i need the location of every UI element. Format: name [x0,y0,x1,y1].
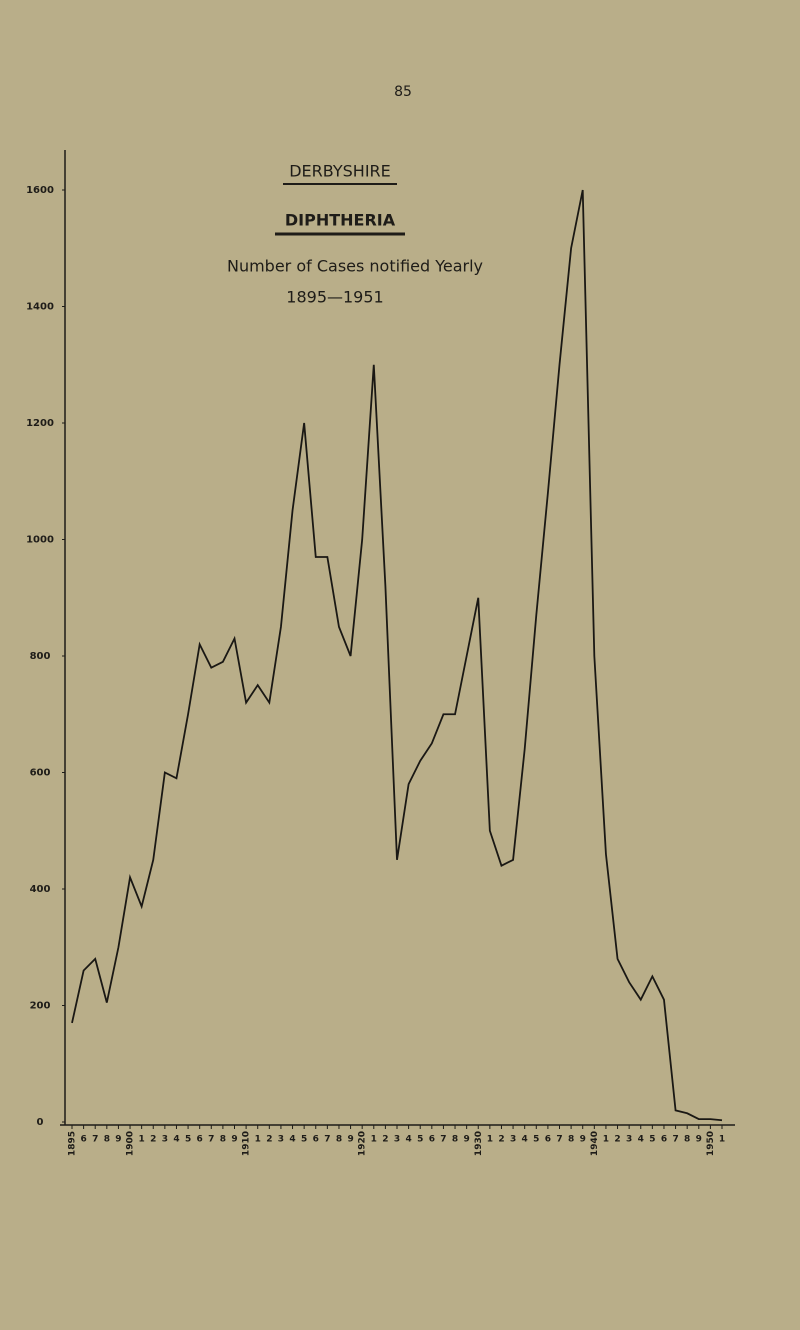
x-tick-label: 6 [197,1135,203,1145]
x-tick-label: 9 [464,1135,470,1145]
x-tick-label: 4 [638,1135,644,1145]
x-decade-label: 1950 [706,1131,716,1156]
x-tick-label: 8 [336,1135,342,1145]
x-tick-label: 2 [382,1135,388,1145]
x-decade-label: 1940 [590,1131,600,1156]
x-tick-label: 5 [301,1135,307,1145]
chart-description: Number of Cases notified Yearly [227,257,483,276]
x-tick-label: 1 [487,1135,493,1145]
x-tick-label: 7 [672,1135,678,1145]
x-tick-label: 1 [719,1135,725,1145]
y-tick-label: 1200 [26,418,54,429]
x-decade-label: 1895 [68,1131,78,1156]
x-tick-label: 3 [394,1135,400,1145]
x-tick-label: 3 [162,1135,168,1145]
x-tick-label: 4 [289,1135,295,1145]
x-tick-label: 9 [347,1135,353,1145]
x-tick-label: 2 [266,1135,272,1145]
x-tick-label: 1 [603,1135,609,1145]
x-tick-label: 4 [405,1135,411,1145]
x-tick-label: 6 [661,1135,667,1145]
x-tick-label: 9 [696,1135,702,1145]
x-tick-label: 1 [139,1135,145,1145]
data-line [71,189,723,1122]
x-tick-label: 5 [649,1135,655,1145]
y-tick-label: 0 [37,1117,44,1128]
chart-subtitle: DIPHTHERIA [285,211,396,230]
y-tick-label: 400 [30,884,51,895]
x-tick-label: 7 [324,1135,330,1145]
y-tick-label: 1000 [26,535,54,546]
chart-title: DERBYSHIRE [289,162,391,181]
x-decade-label: 1900 [126,1131,136,1156]
x-tick-label: 7 [556,1135,562,1145]
x-tick-label: 8 [452,1135,458,1145]
x-tick-label: 2 [614,1135,620,1145]
y-tick-label: 200 [30,1001,51,1012]
x-tick-label: 4 [522,1135,528,1145]
x-tick-label: 9 [231,1135,237,1145]
x-tick-label: 2 [150,1135,156,1145]
x-decade-label: 1920 [358,1131,368,1156]
y-tick-label: 1400 [26,302,54,313]
x-tick-label: 7 [208,1135,214,1145]
x-tick-label: 6 [429,1135,435,1145]
x-tick-label: 5 [533,1135,539,1145]
x-tick-label: 9 [115,1135,121,1145]
y-tick-label: 800 [30,651,51,662]
x-tick-label: 5 [417,1135,423,1145]
x-tick-label: 8 [684,1135,690,1145]
x-tick-label: 1 [371,1135,377,1145]
x-tick-label: 3 [510,1135,516,1145]
x-tick-label: 6 [545,1135,551,1145]
x-tick-label: 7 [92,1135,98,1145]
x-tick-label: 6 [313,1135,319,1145]
x-tick-label: 9 [580,1135,586,1145]
x-tick-label: 6 [80,1135,86,1145]
x-decade-label: 1910 [242,1131,252,1156]
x-tick-label: 2 [498,1135,504,1145]
y-tick-label: 1600 [26,185,54,196]
x-tick-label: 1 [255,1135,261,1145]
x-decade-label: 1930 [474,1131,484,1156]
x-tick-label: 8 [104,1135,110,1145]
page-number: 85 [394,84,412,100]
x-tick-label: 8 [568,1135,574,1145]
x-tick-label: 3 [626,1135,632,1145]
x-tick-label: 5 [185,1135,191,1145]
x-tick-label: 7 [440,1135,446,1145]
x-tick-label: 3 [278,1135,284,1145]
x-tick-label: 8 [220,1135,226,1145]
x-tick-label: 4 [173,1135,179,1145]
chart-period: 1895—1951 [286,288,383,307]
y-tick-label: 600 [30,768,51,779]
